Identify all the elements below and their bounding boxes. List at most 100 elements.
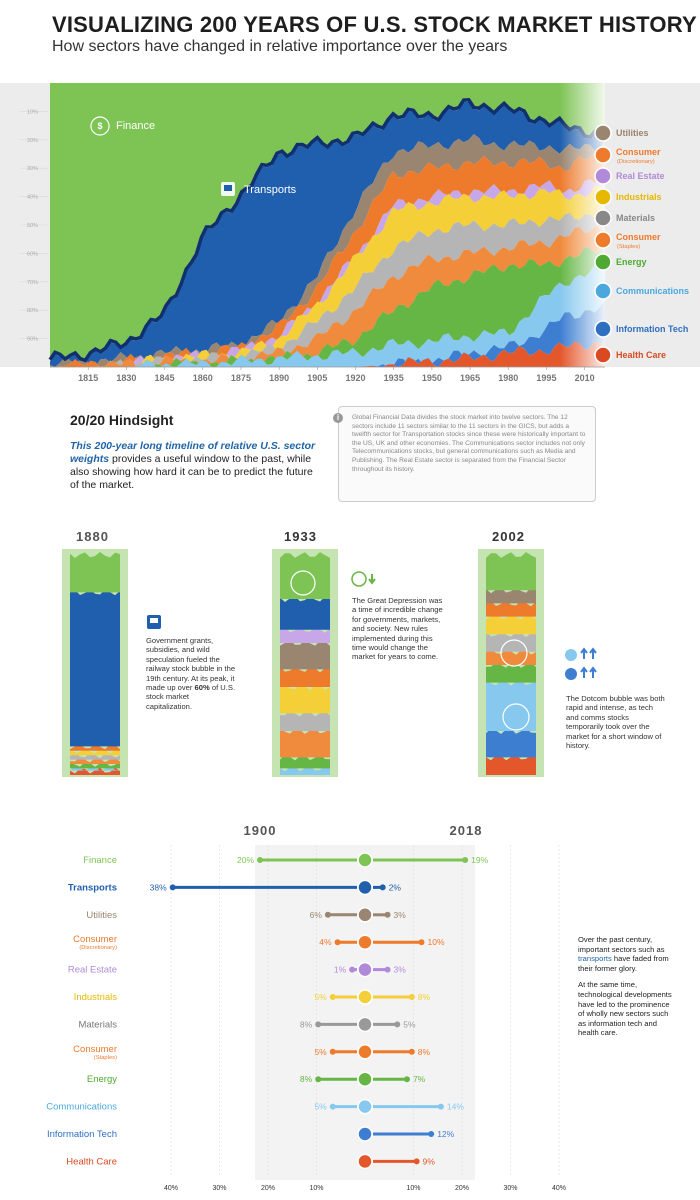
satellite-icon [357,1098,373,1115]
area-transports [50,101,605,368]
y-tick-label: 90% [27,337,38,343]
label-finance: Finance [116,120,155,132]
house-icon [357,961,373,978]
strip-band [70,552,120,593]
dumbbell-row: Energy 8% 7% [87,1071,426,1087]
x-tick-label: 1995 [536,373,556,383]
value-2018: 8% [418,1047,431,1057]
strip-1880 [62,549,128,777]
area-consumer-staples- [50,226,605,367]
center-band [255,845,475,1180]
tower-icon [357,907,373,923]
row-label: Materials [78,1019,117,1030]
legend-label: Information Tech [616,324,688,334]
house-icon [594,167,612,185]
snapshot-note-1933: The Great Depression was a time of incre… [352,596,443,662]
dot-1900 [334,939,341,946]
strip-band [486,648,536,665]
area-health-care [50,341,605,367]
strip-band [486,754,536,775]
chip-icon [357,1126,373,1142]
row-sublabel: (Discretionary) [79,945,117,951]
bag-icon [357,934,373,950]
dot-2018 [384,911,391,918]
bolt-icon [594,253,612,271]
dot-2018 [437,1103,444,1110]
x-tick-label: 1860 [193,373,213,383]
cross-icon [594,346,612,364]
x-tick-label: 1920 [345,373,365,383]
dumbbell-row: Consumer(Discretionary) 4% 10% [73,934,445,951]
side-note: Over the past century, important sectors… [578,935,678,1038]
label-transports: Transports [244,184,297,196]
legend-label: Industrials [616,192,662,202]
x-tick-label: 1845 [155,373,175,383]
row-sublabel: (Staples) [94,1055,117,1061]
strip-1933 [272,549,338,777]
highlight-circle-2002-b [502,703,530,731]
y-tick-label: 60% [27,251,38,257]
dot-2018 [408,994,415,1000]
cart-icon [357,1044,373,1060]
dot-1900 [329,1048,336,1055]
value-2018: 3% [394,910,407,920]
legend-label: Materials [616,213,655,223]
hindsight-lead: This 200-year long timeline of relative … [70,440,316,465]
snapshot-strips [62,549,597,777]
x-tick-label: 1980 [498,373,518,383]
strip-band [70,589,120,747]
value-2018: 7% [413,1074,426,1084]
snapshot-note-1880-text2: of U.S. stock market capitalization. [146,683,236,711]
side-note-p1: Over the past century, important sectors… [578,935,678,973]
value-2018: 3% [394,965,407,975]
strip-band [70,765,120,772]
highlight-circle-1933 [290,570,316,596]
value-2018: 19% [471,855,488,865]
y-tick-label: 30% [27,166,38,172]
y-tick-label: 20% [27,138,38,144]
train-icon-window [224,185,232,191]
value-2018: 5% [403,1019,416,1029]
x-tick-label: 1830 [116,373,136,383]
dot-1900 [324,911,331,918]
cross-icon [357,1153,373,1170]
x-tick-label: 1905 [307,373,327,383]
x-tick-label-left: 20% [261,1185,275,1192]
hindsight-rest: provides a useful window to the past, wh… [70,453,313,491]
train-icon-window [150,618,158,623]
dot-2018 [384,966,391,973]
x-tick-label: 1935 [384,373,404,383]
factory-icon [357,989,373,1005]
value-1900: 5% [314,1102,327,1112]
diamond-icon [594,209,612,227]
dot-1900 [349,966,356,973]
finance-icon [351,571,367,587]
dumbbell-row: Finance 20% 19% [83,852,489,868]
legend-sublabel: (Staples) [617,244,640,250]
snapshot-note-2002: The Dotcom bubble was both rapid and int… [566,694,665,751]
x-tick-label: 1815 [78,373,98,383]
row-label: Real Estate [68,965,117,976]
value-1900: 8% [300,1074,313,1084]
dumbbell-row: Industrials 5% 8% [74,989,431,1005]
chip-icon [594,320,612,338]
side-note-p1a: Over the past century, important sectors… [578,935,665,954]
snapshot-note-1880: Government grants, subsidies, and wild s… [146,636,236,711]
x-tick-label-right: 30% [503,1185,517,1192]
info-icon: i [333,413,343,423]
diamond-icon [357,1016,373,1033]
value-2018: 10% [428,937,445,947]
legend-label: Utilities [616,128,649,138]
satellite-icon [565,649,577,661]
hindsight-title: 20/20 Hindsight [70,412,174,428]
snapshot-note-1880-text: Government grants, subsidies, and wild s… [146,636,236,693]
strip-band [486,662,536,683]
dumbbell-row: Consumer(Staples) 5% 8% [73,1044,430,1061]
value-1900: 38% [150,882,167,892]
row-label: Transports [68,882,117,893]
value-2018: 9% [423,1156,436,1166]
page-title: VISUALIZING 200 YEARS OF U.S. STOCK MARK… [52,12,697,37]
value-1900: 6% [310,910,323,920]
legend-label: Consumer [616,147,661,157]
strip-band [280,728,330,758]
